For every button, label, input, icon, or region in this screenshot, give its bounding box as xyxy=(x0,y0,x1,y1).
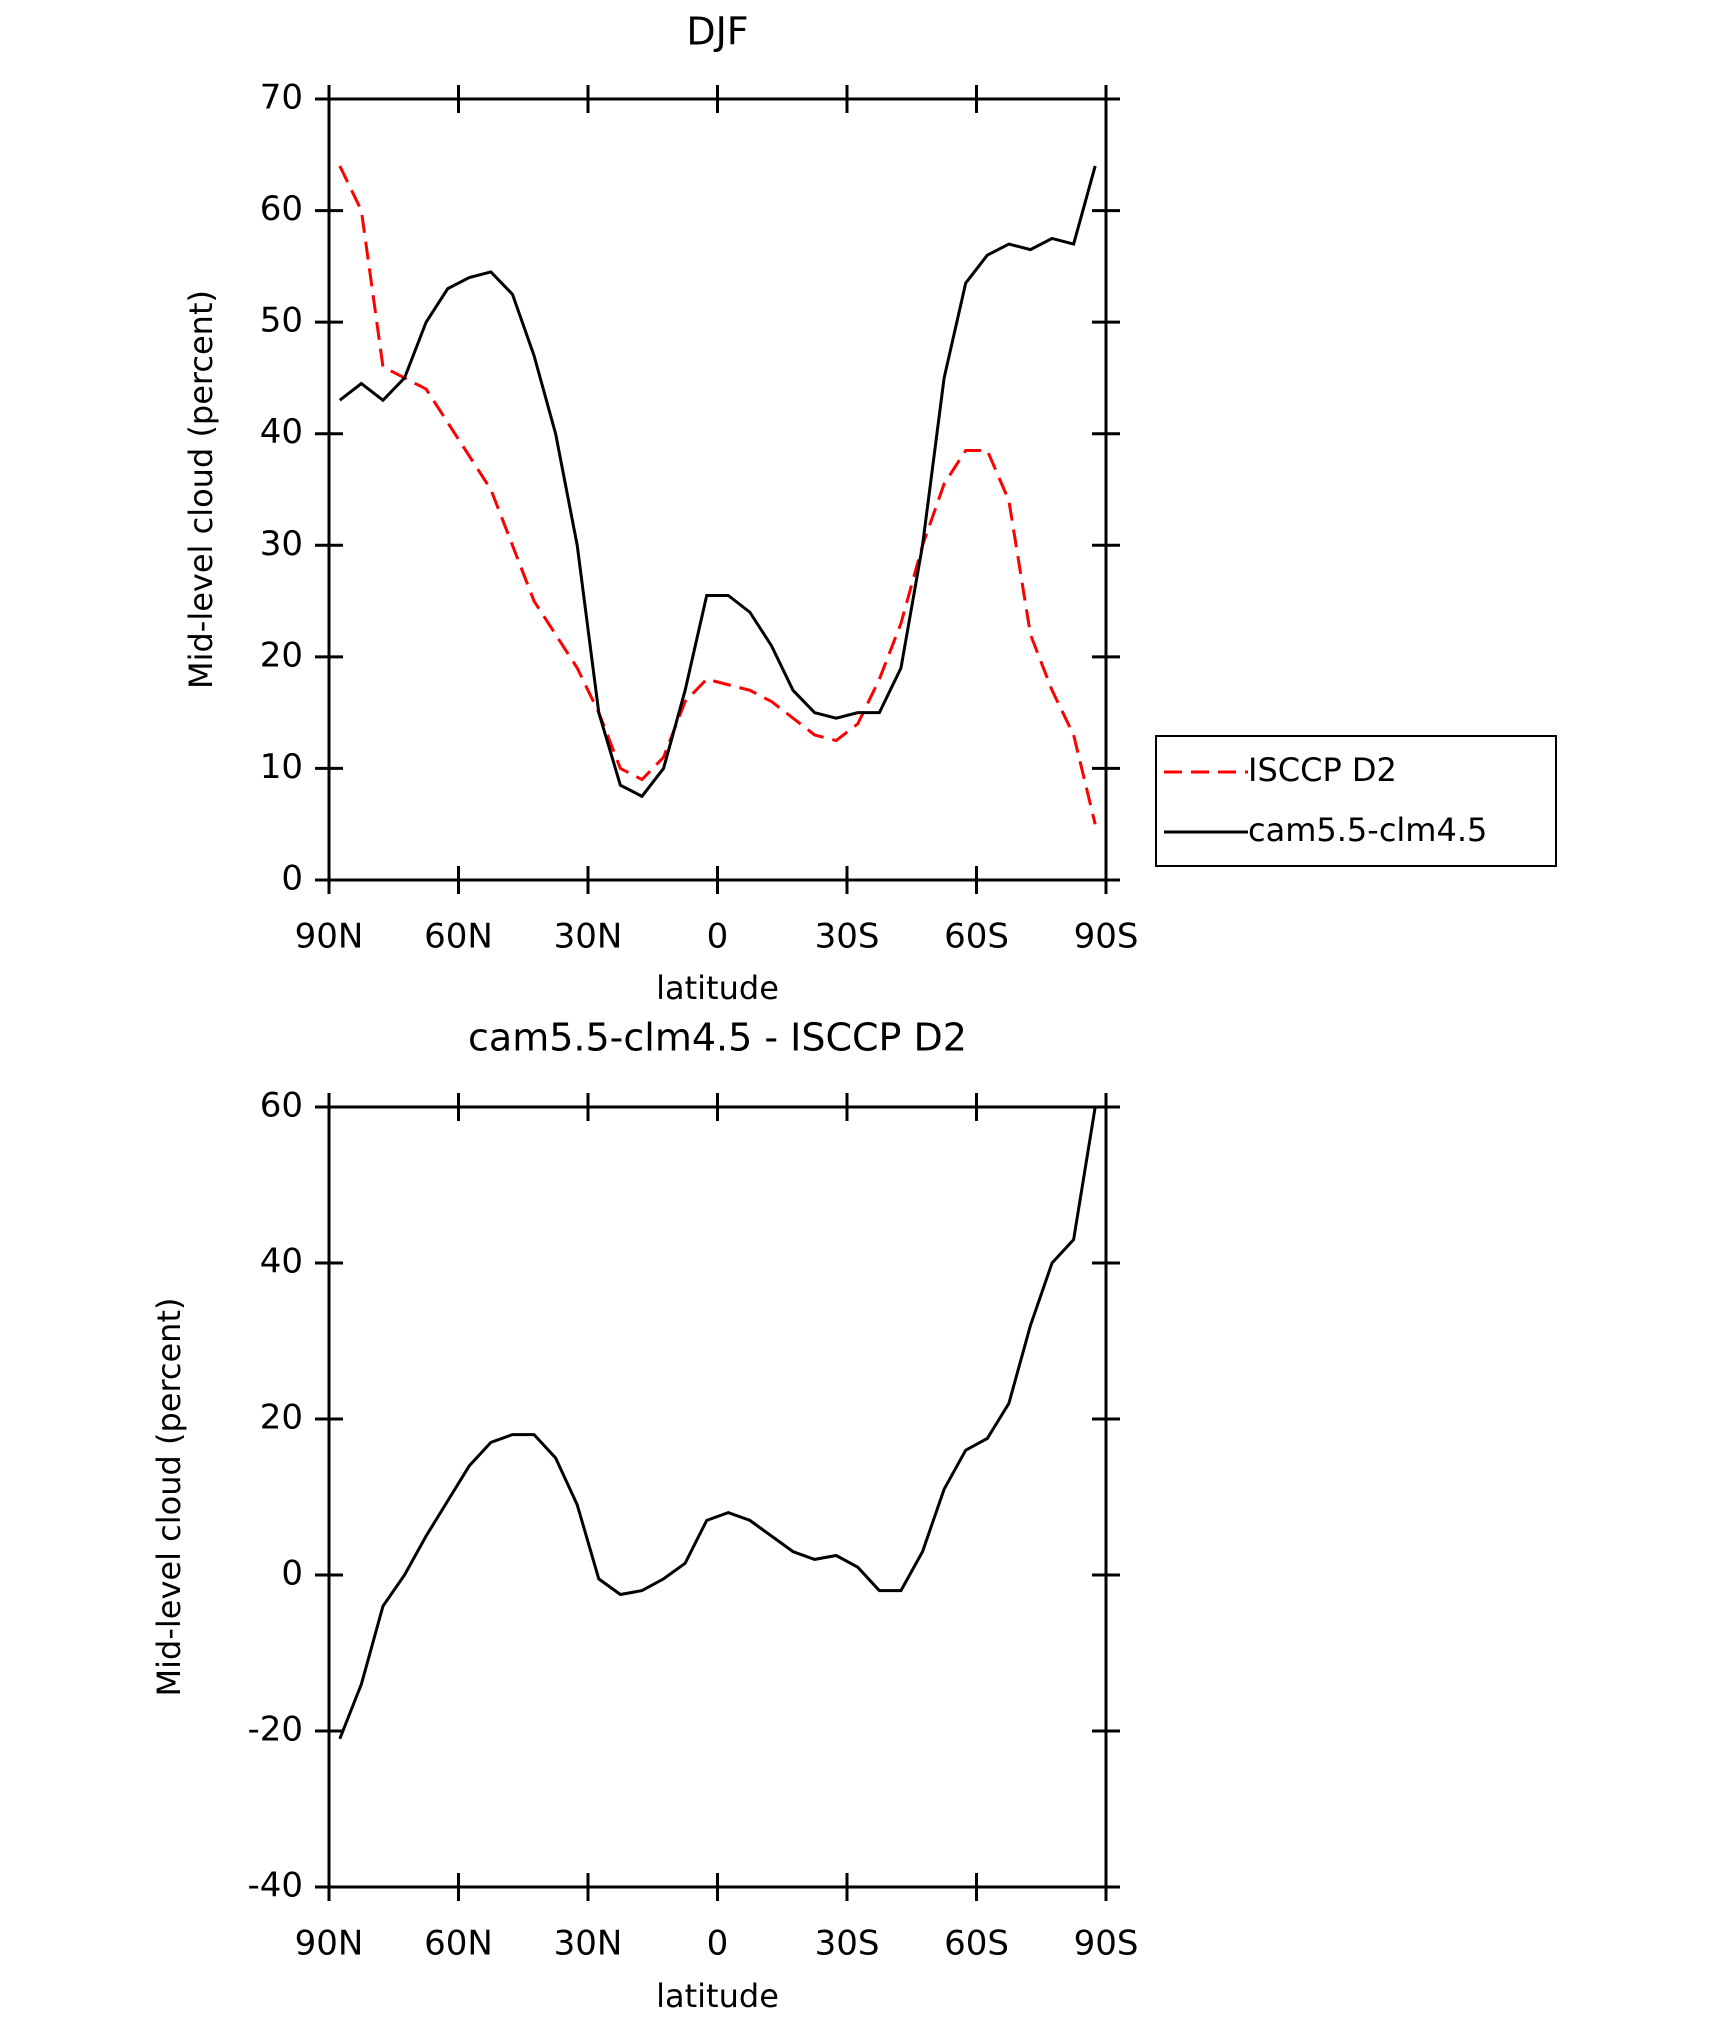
x-tick-label: 90S xyxy=(1074,1924,1139,1964)
y-tick-label: 40 xyxy=(260,1242,303,1282)
x-tick-label: 30N xyxy=(554,1924,623,1964)
x-tick-label: 60N xyxy=(424,917,493,957)
series-line xyxy=(338,1106,1097,1740)
x-axis-label: latitude xyxy=(656,969,779,1007)
y-tick-label: 60 xyxy=(260,1086,303,1126)
chart-title: DJF xyxy=(686,10,748,54)
y-tick-label: 0 xyxy=(281,859,303,899)
plot-frame xyxy=(327,1105,1108,1889)
y-tick-label: 50 xyxy=(260,301,303,341)
series-line xyxy=(338,165,1097,825)
y-tick-label: 20 xyxy=(260,635,303,675)
x-tick-label: 30N xyxy=(554,917,623,957)
chart-title: cam5.5-clm4.5 - ISCCP D2 xyxy=(468,1016,967,1060)
x-tick-label: 90S xyxy=(1074,917,1139,957)
legend-label: ISCCP D2 xyxy=(1248,751,1397,789)
x-axis-label: latitude xyxy=(656,1977,779,2015)
y-tick-label: 40 xyxy=(260,412,303,452)
x-tick-label: 0 xyxy=(707,917,729,957)
y-axis-label: Mid-level cloud (percent) xyxy=(182,290,220,689)
y-tick-label: -20 xyxy=(247,1710,303,1750)
x-tick-label: 90N xyxy=(295,1924,364,1964)
x-tick-label: 90N xyxy=(295,917,364,957)
y-tick-label: 0 xyxy=(281,1554,303,1594)
y-tick-label: 30 xyxy=(260,524,303,564)
plot-frame xyxy=(327,97,1108,882)
x-tick-label: 60N xyxy=(424,1924,493,1964)
y-axis-label: Mid-level cloud (percent) xyxy=(150,1298,188,1697)
x-tick-label: 60S xyxy=(944,1924,1009,1964)
x-tick-label: 60S xyxy=(944,917,1009,957)
y-tick-label: 70 xyxy=(260,78,303,118)
plot: cam5.5-clm4.5 - ISCCP D2 latitude Mid-leve… xyxy=(150,1016,1138,2016)
y-tick-label: 10 xyxy=(260,747,303,787)
x-tick-label: 0 xyxy=(707,1924,729,1964)
x-tick-label: 30S xyxy=(815,917,880,957)
y-tick-label: 60 xyxy=(260,189,303,229)
plot: DJF latitude Mid-level cloud (percent) 90N 6… xyxy=(182,10,1557,1007)
legend-box xyxy=(1155,735,1557,867)
series-line xyxy=(338,165,1097,799)
y-tick-label: -40 xyxy=(247,1866,303,1906)
x-tick-label: 30S xyxy=(815,1924,880,1964)
y-tick-label: 20 xyxy=(260,1398,303,1438)
legend-label: cam5.5-clm4.5 xyxy=(1248,811,1487,849)
